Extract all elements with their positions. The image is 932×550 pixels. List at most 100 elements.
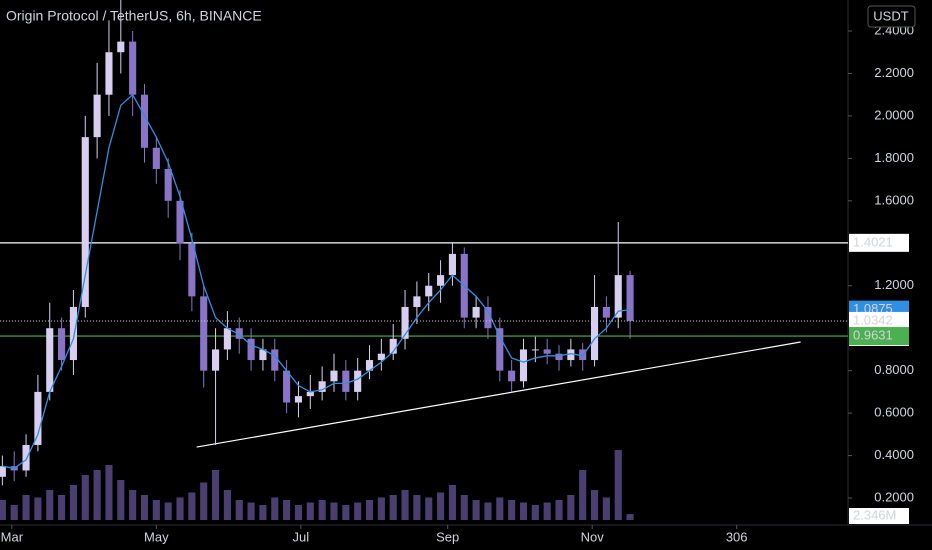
volume-bar: [69, 485, 77, 520]
volume-bar: [188, 492, 196, 520]
candle-body: [164, 168, 172, 201]
y-tick-label: 0.8000: [874, 362, 914, 377]
candle-body: [448, 253, 456, 276]
candle-body: [223, 328, 231, 350]
candle-body: [81, 137, 89, 307]
volume-bar: [425, 497, 433, 520]
volume-bar: [318, 500, 326, 520]
volume-bar: [496, 497, 504, 520]
volume-bar: [579, 470, 587, 520]
y-tick-label: 2.2000: [874, 65, 914, 80]
volume-label: 2.346M: [853, 507, 896, 522]
candle-body: [306, 391, 314, 397]
y-tick-label: 1.8000: [874, 150, 914, 165]
volume-bar: [46, 490, 54, 520]
candle-body: [437, 275, 445, 286]
candle-body: [271, 349, 279, 371]
candle-body: [365, 360, 374, 371]
volume-bar: [247, 502, 255, 520]
volume-bar: [472, 500, 480, 520]
candle-body: [247, 338, 255, 361]
volume-bar: [330, 502, 338, 520]
volume-bar: [152, 500, 160, 520]
volume-bar: [508, 500, 516, 520]
candle-body: [318, 381, 326, 392]
volume-bar: [93, 470, 101, 520]
candle-body: [602, 306, 610, 318]
volume-bar: [590, 490, 599, 520]
currency-label[interactable]: USDT: [873, 8, 908, 23]
chart-title: Origin Protocol / TetherUS, 6h, BINANCE: [6, 8, 262, 24]
volume-bar: [626, 514, 634, 520]
volume-bar: [140, 495, 149, 520]
candle-body: [34, 391, 42, 445]
volume-bar: [306, 502, 314, 520]
x-tick-label: Jul: [293, 529, 310, 544]
volume-bar: [58, 495, 66, 520]
candle-body: [212, 349, 220, 371]
volume-bar: [342, 505, 350, 520]
x-tick-label: 306: [726, 529, 748, 544]
candle-body: [259, 349, 267, 361]
moving-average: [2, 93, 631, 470]
candle-body: [22, 444, 30, 471]
candle-body: [555, 353, 563, 361]
candle-body: [401, 306, 409, 339]
overlay: Origin Protocol / TetherUS, 6h, BINANCE …: [6, 5, 916, 524]
volume-bar: [235, 500, 243, 520]
volume-bar: [200, 482, 208, 520]
candle-body: [484, 306, 492, 329]
candle-body: [519, 349, 528, 382]
candle-body: [69, 306, 77, 361]
candle-body: [330, 370, 338, 382]
volume-bar: [567, 495, 575, 520]
volume-bar: [212, 470, 220, 520]
candle-body: [342, 370, 350, 392]
volume-bar: [519, 502, 528, 520]
volume-bar: [164, 502, 172, 520]
level-price-label: 1.4021: [853, 234, 893, 249]
candle-body: [200, 296, 208, 371]
candle-body: [0, 466, 6, 477]
y-tick-label: 0.4000: [874, 447, 914, 462]
candle-body: [117, 41, 125, 53]
candle-body: [46, 328, 54, 392]
volume-bar: [377, 497, 385, 520]
candle-body: [590, 306, 599, 361]
volume-bar: [484, 502, 492, 520]
volume-bar: [10, 505, 18, 520]
candle-body: [188, 243, 196, 297]
candle-body: [152, 147, 160, 169]
x-tick-label: Nov: [581, 529, 605, 544]
candle-body: [543, 349, 551, 354]
volume-bar: [602, 497, 610, 520]
volume-bar: [81, 475, 89, 520]
candle-body: [389, 338, 397, 354]
level-price-box: [849, 327, 909, 346]
candle-body: [626, 275, 634, 321]
level-price-box: [849, 233, 909, 252]
candle-body: [425, 285, 433, 297]
last-price-label: 1.0342: [853, 312, 893, 327]
candle-body: [176, 200, 184, 244]
candle-body: [531, 349, 539, 351]
volume-bar: [223, 490, 231, 520]
candle-body: [567, 349, 575, 361]
candle-body: [58, 328, 66, 361]
volume-bar: [34, 497, 42, 520]
level-price-label: 0.9631: [853, 327, 893, 342]
volume-bar: [283, 500, 291, 520]
volume-bar: [117, 480, 125, 520]
candle-body: [105, 52, 113, 95]
volume-bar: [259, 505, 267, 520]
candle-body: [614, 275, 622, 318]
volume-bar: [460, 495, 468, 520]
currency-button[interactable]: [867, 5, 916, 28]
x-tick-label: May: [144, 529, 169, 544]
candle-body: [93, 94, 101, 138]
trend-line: [196, 341, 801, 448]
candle-body: [377, 353, 385, 361]
candle-body: [129, 41, 137, 95]
volume-bar: [105, 465, 113, 520]
